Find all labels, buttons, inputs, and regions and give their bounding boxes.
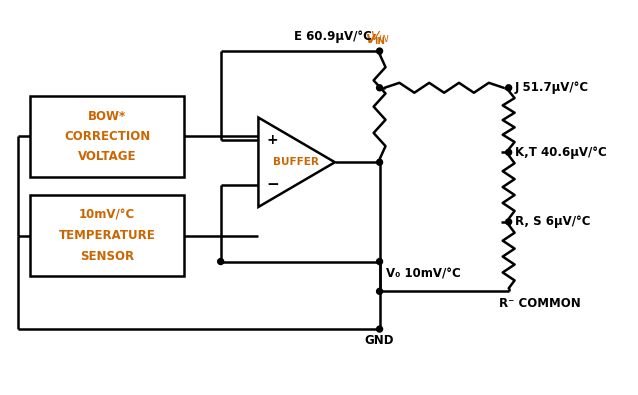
Bar [30,96,184,177]
Text: J 51.7μV/°C: J 51.7μV/°C [515,81,589,94]
Text: R⁻ COMMON: R⁻ COMMON [499,297,581,310]
Text: E 60.9μV/°C: E 60.9μV/°C [293,30,371,43]
Circle shape [376,259,383,265]
Text: R, S 6μV/°C: R, S 6μV/°C [515,215,590,228]
Text: BOW*: BOW* [88,109,126,122]
Circle shape [376,326,383,332]
Text: $V_{IN}$: $V_{IN}$ [370,30,389,45]
Text: SENSOR: SENSOR [80,250,134,263]
Text: V₀ 10mV/°C: V₀ 10mV/°C [385,267,460,280]
Text: K,T 40.6μV/°C: K,T 40.6μV/°C [515,146,606,159]
Text: IN: IN [375,37,385,46]
Circle shape [218,259,224,265]
Circle shape [376,288,383,294]
Text: 10mV/°C: 10mV/°C [79,209,135,222]
Circle shape [376,85,383,91]
Circle shape [506,149,512,155]
Text: BUFFER: BUFFER [273,157,319,167]
Text: V: V [365,33,375,46]
Text: +: + [267,133,278,147]
Circle shape [376,159,383,165]
Circle shape [506,219,512,225]
Text: GND: GND [365,334,394,347]
Circle shape [506,85,512,91]
Text: VOLTAGE: VOLTAGE [78,150,137,163]
Text: −: − [266,177,279,192]
Circle shape [376,48,383,54]
Bar [30,195,184,276]
Text: TEMPERATURE: TEMPERATURE [59,229,156,242]
Text: CORRECTION: CORRECTION [64,130,150,143]
